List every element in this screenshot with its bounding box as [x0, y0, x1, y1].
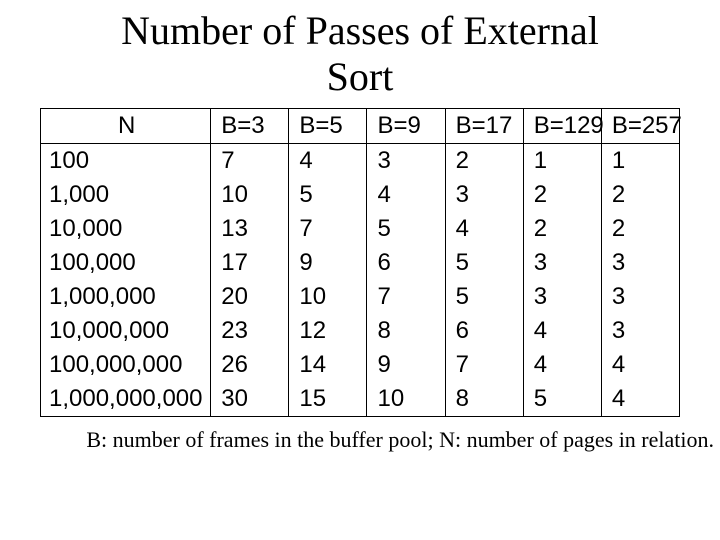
- cell-val: 4: [289, 144, 367, 179]
- cell-val: 15: [289, 382, 367, 417]
- cell-val: 4: [367, 178, 445, 212]
- table-header-row: N B=3 B=5 B=9 B=17 B=129 B=257: [41, 109, 680, 144]
- cell-val: 2: [523, 178, 601, 212]
- passes-table-container: N B=3 B=5 B=9 B=17 B=129 B=257 100 7 4 3…: [40, 108, 680, 417]
- cell-val: 6: [445, 314, 523, 348]
- cell-val: 6: [367, 246, 445, 280]
- cell-n: 100,000,000: [41, 348, 211, 382]
- cell-val: 3: [445, 178, 523, 212]
- table-row: 1,000,000 20 10 7 5 3 3: [41, 280, 680, 314]
- cell-val: 7: [211, 144, 289, 179]
- cell-val: 5: [523, 382, 601, 417]
- cell-n: 10,000,000: [41, 314, 211, 348]
- cell-val: 3: [523, 280, 601, 314]
- cell-val: 3: [601, 280, 679, 314]
- cell-val: 9: [367, 348, 445, 382]
- cell-n: 1,000,000,000: [41, 382, 211, 417]
- passes-table: N B=3 B=5 B=9 B=17 B=129 B=257 100 7 4 3…: [40, 108, 680, 417]
- cell-val: 5: [367, 212, 445, 246]
- col-header-b129: B=129: [523, 109, 601, 144]
- col-header-n: N: [41, 109, 211, 144]
- cell-val: 30: [211, 382, 289, 417]
- table-row: 100,000 17 9 6 5 3 3: [41, 246, 680, 280]
- col-header-b17: B=17: [445, 109, 523, 144]
- cell-val: 26: [211, 348, 289, 382]
- cell-val: 1: [523, 144, 601, 179]
- table-row: 100,000,000 26 14 9 7 4 4: [41, 348, 680, 382]
- cell-n: 10,000: [41, 212, 211, 246]
- table-row: 1,000,000,000 30 15 10 8 5 4: [41, 382, 680, 417]
- table-row: 10,000 13 7 5 4 2 2: [41, 212, 680, 246]
- cell-val: 3: [523, 246, 601, 280]
- cell-val: 9: [289, 246, 367, 280]
- col-header-b257: B=257: [601, 109, 679, 144]
- slide: Number of Passes of External Sort N B=3 …: [0, 0, 720, 540]
- cell-val: 5: [445, 280, 523, 314]
- cell-n: 100,000: [41, 246, 211, 280]
- cell-val: 4: [523, 314, 601, 348]
- cell-val: 8: [367, 314, 445, 348]
- cell-val: 12: [289, 314, 367, 348]
- cell-val: 2: [601, 178, 679, 212]
- table-body: 100 7 4 3 2 1 1 1,000 10 5 4 3 2 2: [41, 144, 680, 417]
- cell-val: 3: [601, 314, 679, 348]
- cell-n: 100: [41, 144, 211, 179]
- cell-val: 13: [211, 212, 289, 246]
- cell-val: 10: [367, 382, 445, 417]
- cell-val: 4: [601, 382, 679, 417]
- table-row: 1,000 10 5 4 3 2 2: [41, 178, 680, 212]
- cell-val: 7: [367, 280, 445, 314]
- cell-val: 2: [523, 212, 601, 246]
- cell-val: 4: [523, 348, 601, 382]
- cell-val: 20: [211, 280, 289, 314]
- title-line-1: Number of Passes of External: [121, 8, 599, 53]
- col-header-b9: B=9: [367, 109, 445, 144]
- cell-val: 10: [289, 280, 367, 314]
- cell-val: 5: [445, 246, 523, 280]
- cell-val: 5: [289, 178, 367, 212]
- title-line-2: Sort: [327, 54, 394, 99]
- cell-val: 7: [445, 348, 523, 382]
- cell-val: 2: [445, 144, 523, 179]
- cell-val: 10: [211, 178, 289, 212]
- cell-val: 17: [211, 246, 289, 280]
- cell-val: 3: [367, 144, 445, 179]
- cell-val: 23: [211, 314, 289, 348]
- cell-val: 4: [601, 348, 679, 382]
- slide-title: Number of Passes of External Sort: [40, 8, 680, 100]
- cell-val: 3: [601, 246, 679, 280]
- cell-val: 4: [445, 212, 523, 246]
- cell-val: 14: [289, 348, 367, 382]
- cell-n: 1,000: [41, 178, 211, 212]
- cell-val: 2: [601, 212, 679, 246]
- table-row: 10,000,000 23 12 8 6 4 3: [41, 314, 680, 348]
- cell-n: 1,000,000: [41, 280, 211, 314]
- cell-val: 1: [601, 144, 679, 179]
- col-header-b5: B=5: [289, 109, 367, 144]
- caption: B: number of frames in the buffer pool; …: [0, 427, 714, 453]
- col-header-b3: B=3: [211, 109, 289, 144]
- table-row: 100 7 4 3 2 1 1: [41, 144, 680, 179]
- cell-val: 7: [289, 212, 367, 246]
- cell-val: 8: [445, 382, 523, 417]
